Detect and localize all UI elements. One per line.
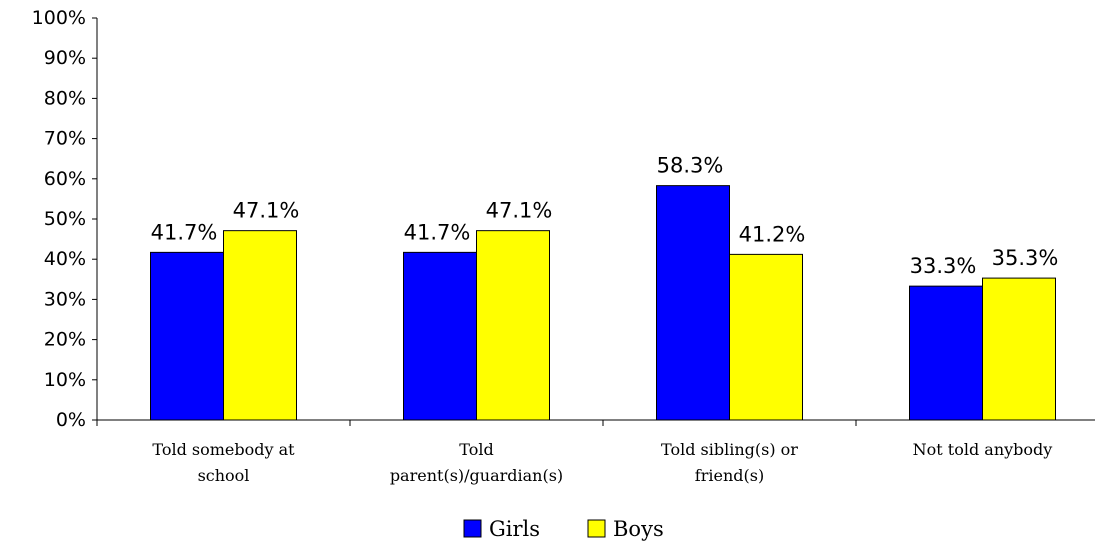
data-label-boys: 47.1% [486, 199, 553, 223]
bar-girls [403, 251, 477, 421]
data-label-girls: 58.3% [657, 154, 724, 178]
data-label-boys: 47.1% [233, 199, 300, 223]
bar-girls [909, 285, 983, 421]
data-label-girls: 41.7% [404, 220, 471, 244]
y-tick-label: 80% [44, 87, 86, 109]
bar-boys [982, 277, 1056, 421]
y-axis-ticks: 0% 10% 20% 30% 40% 50% 60% 70% 80% 90% 100% [32, 7, 97, 431]
y-tick-label: 30% [44, 288, 86, 310]
y-tick-label: 20% [44, 329, 86, 351]
bar-boys [223, 230, 297, 421]
category-label: school [198, 466, 250, 485]
legend-label-boys: Boys [613, 517, 664, 541]
legend-swatch-boys [587, 519, 606, 538]
y-tick-label: 10% [44, 369, 86, 391]
category-label: Told somebody at [152, 440, 295, 459]
y-tick-label: 40% [44, 248, 86, 270]
data-label-girls: 41.7% [151, 220, 218, 244]
data-label-girls: 33.3% [910, 254, 977, 278]
category-label: Told sibling(s) or [661, 440, 798, 459]
x-axis-ticks [96, 420, 857, 426]
category-label: Not told anybody [913, 440, 1053, 459]
bar-boys [476, 230, 550, 421]
data-labels: 41.7% 47.1% 41.7% 47.1% 58.3% 41.2% 33.3% 35.3% [151, 154, 1059, 279]
category-labels: Told somebody at school Told parent(s)/guar… [152, 440, 1052, 485]
bars [150, 185, 1056, 421]
y-tick-label: 70% [44, 128, 86, 150]
y-tick-label: 90% [44, 47, 86, 69]
category-label: Told [459, 440, 493, 459]
legend-label-girls: Girls [489, 517, 540, 541]
bar-girls [150, 251, 224, 421]
y-tick-label: 50% [44, 208, 86, 230]
data-label-boys: 35.3% [992, 246, 1059, 270]
category-label: parent(s)/guardian(s) [390, 466, 563, 485]
category-label: friend(s) [695, 466, 764, 485]
data-label-boys: 41.2% [739, 222, 806, 246]
y-tick-label: 60% [44, 168, 86, 190]
legend: Girls Boys [463, 517, 664, 541]
bar-girls [656, 185, 730, 421]
legend-swatch-girls [463, 519, 482, 538]
y-tick-label: 0% [56, 409, 86, 431]
y-tick-label: 100% [32, 7, 86, 29]
bar-boys [729, 253, 803, 421]
